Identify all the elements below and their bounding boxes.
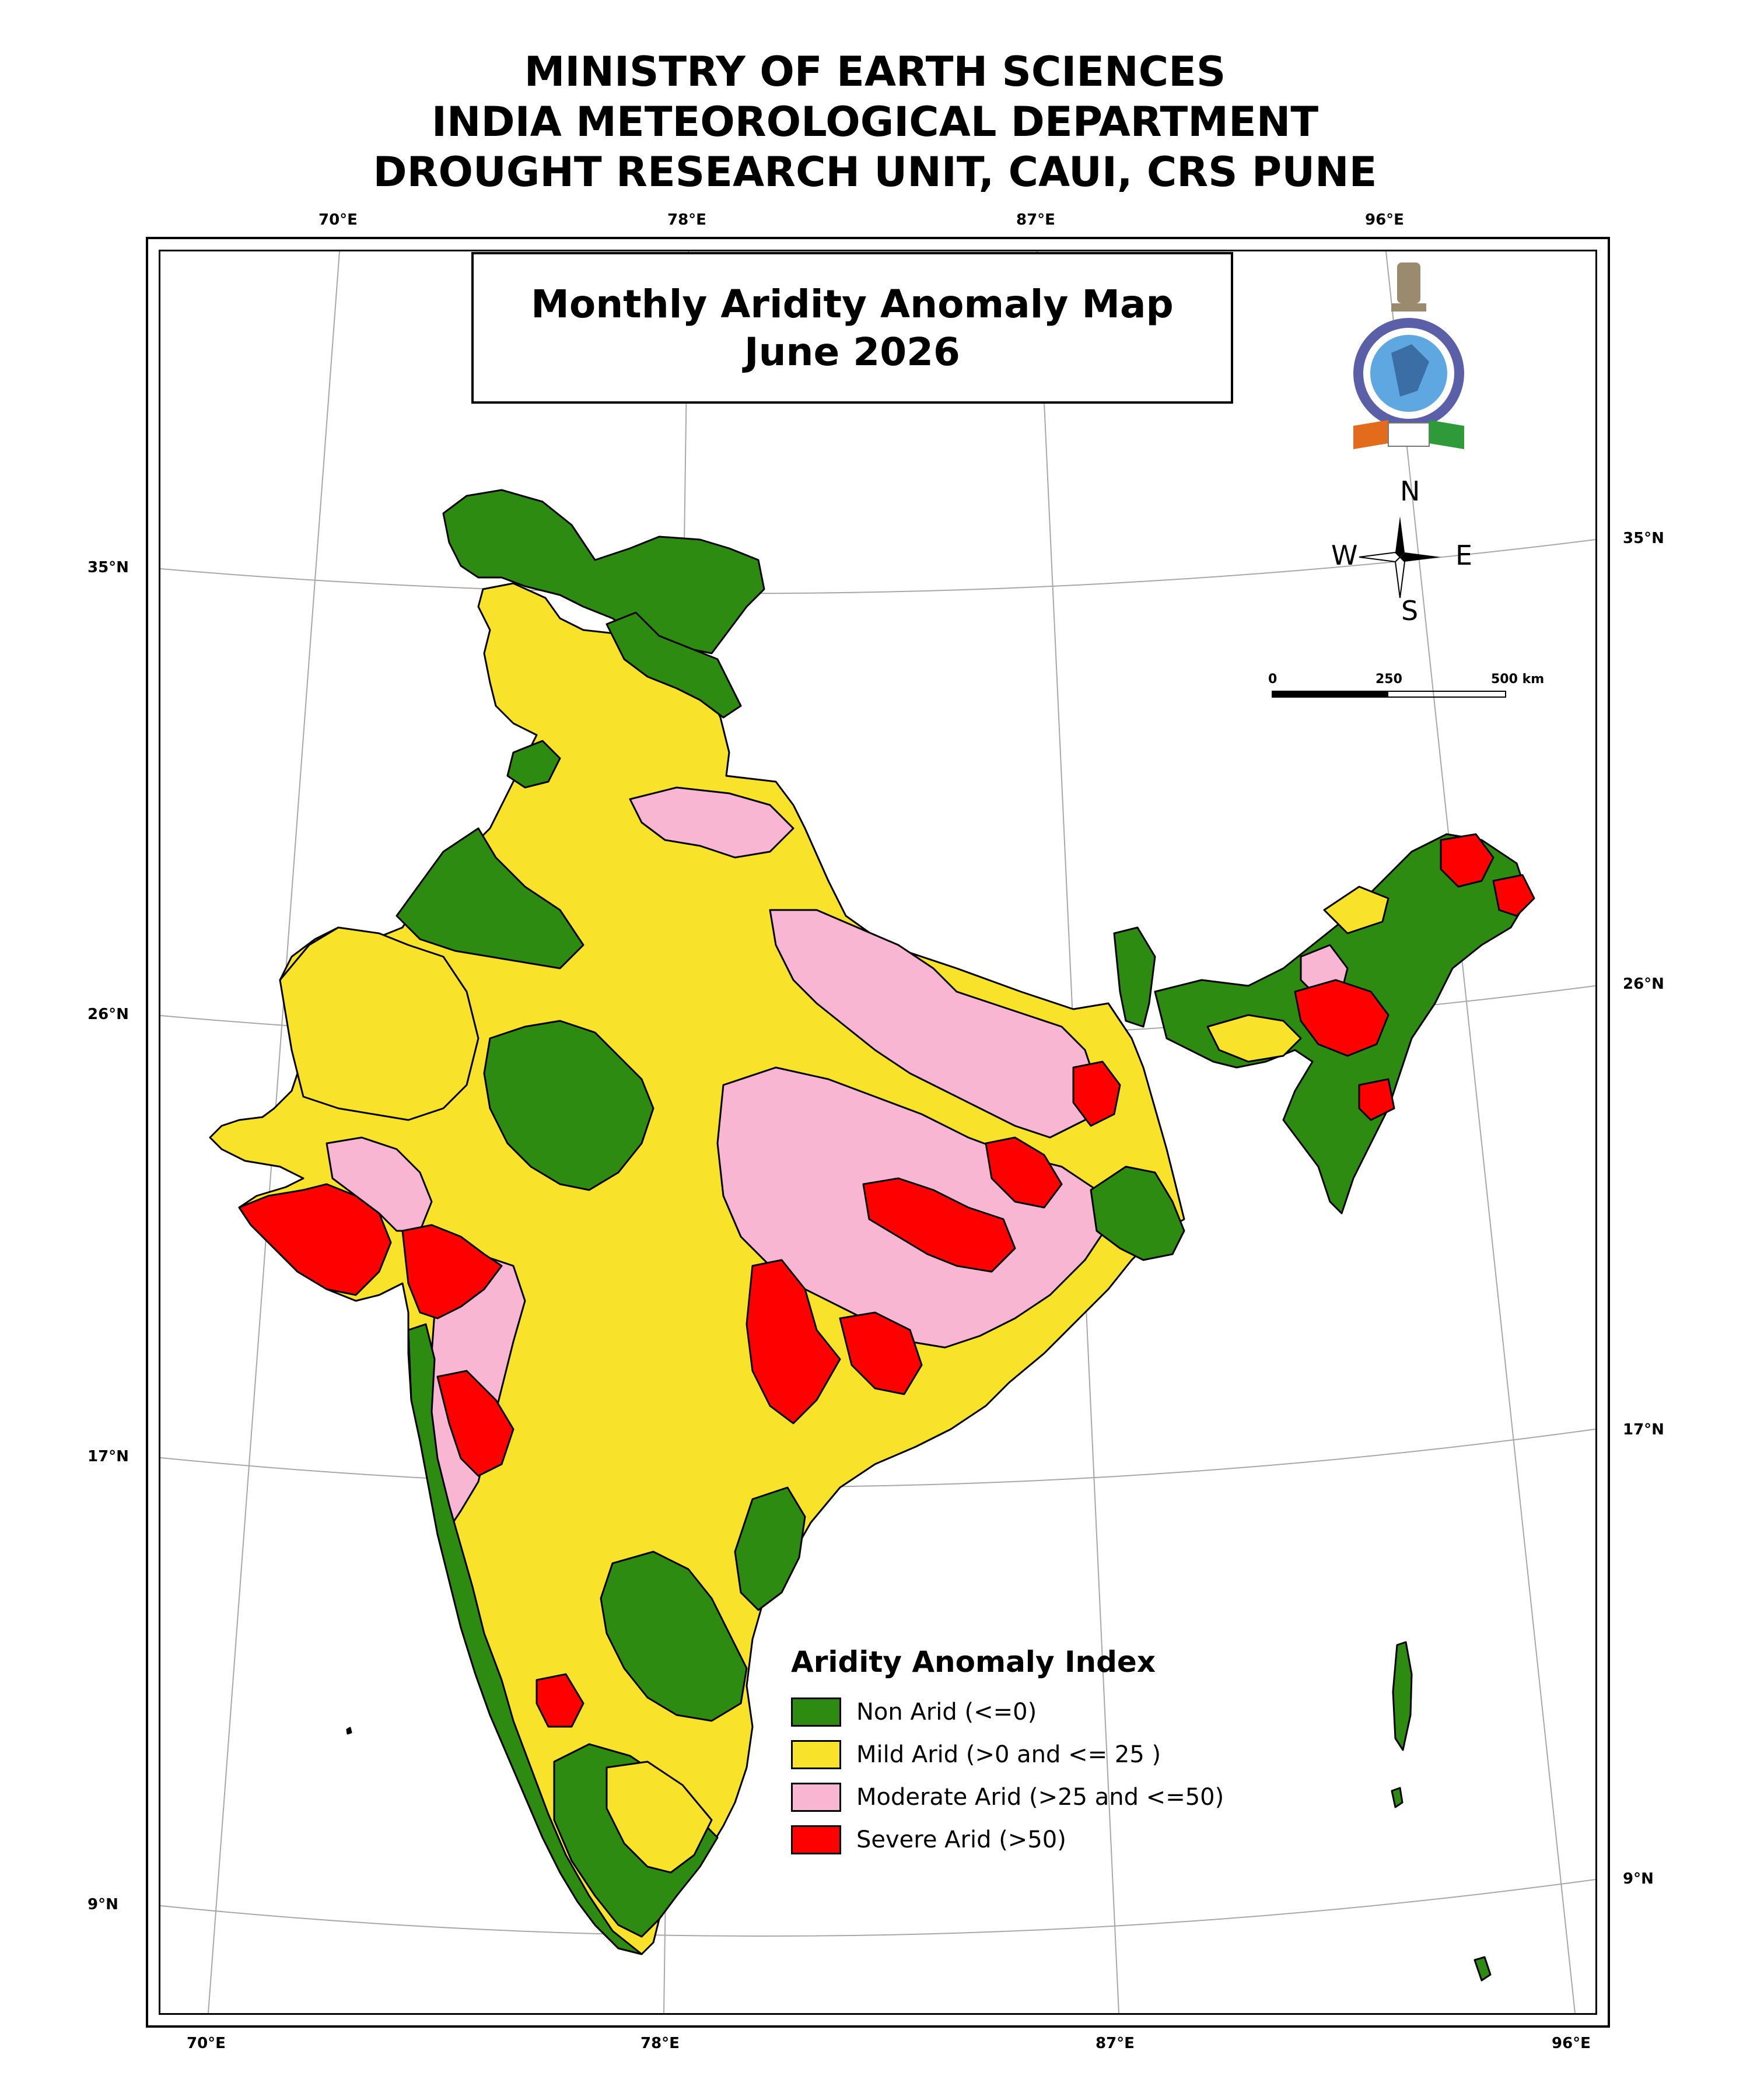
region-rajasthan-west [279, 926, 480, 1121]
region-punjab-green [506, 740, 561, 789]
scale-bar [1272, 691, 1506, 698]
region-gujarat-severe [238, 1183, 392, 1296]
legend-item-moderate-arid: Moderate Arid (>25 and <=50) [791, 1783, 1269, 1813]
region-ne-severe-1 [1294, 979, 1390, 1057]
bottom-lon-label-70: 70°E [187, 2035, 226, 2052]
legend-label-mild-arid: Mild Arid (>0 and <= 25 ) [856, 1741, 1161, 1768]
compass-west: W [1331, 540, 1358, 571]
north-arrow-icon [1359, 516, 1441, 598]
legend-swatch-moderate-arid [791, 1783, 841, 1812]
bottom-lon-label-78: 78°E [640, 2035, 680, 2052]
imd-logo-icon [1353, 318, 1464, 429]
region-bihar-severe [1072, 1060, 1121, 1127]
map-frame-outer [146, 237, 1610, 2028]
region-central-green [483, 1020, 654, 1191]
map-period: June 2026 [744, 330, 960, 374]
legend-item-non-arid: Non Arid (<=0) [791, 1698, 1269, 1728]
region-arunachal-yellow [1323, 886, 1390, 935]
compass-north: N [1400, 475, 1420, 507]
scale-bar-black-segment [1273, 692, 1388, 696]
region-ladakh [606, 611, 742, 719]
right-lat-label-17: 17°N [1623, 1421, 1664, 1438]
compass-south: S [1401, 595, 1419, 626]
region-upper-ganga-pink [629, 786, 794, 859]
right-lat-label-26: 26°N [1623, 975, 1664, 993]
legend-title: Aridity Anomaly Index [791, 1645, 1156, 1679]
legend-item-mild-arid: Mild Arid (>0 and <= 25 ) [791, 1740, 1269, 1770]
right-lat-label-9: 9°N [1623, 1870, 1654, 1888]
region-bengal-green [1090, 1166, 1185, 1261]
region-ne-severe-4 [1358, 1078, 1395, 1121]
compass-east: E [1455, 540, 1473, 571]
legend-label-severe-arid: Severe Arid (>50) [856, 1826, 1066, 1853]
region-telangana-severe [746, 1259, 841, 1424]
legend-item-severe-arid: Severe Arid (>50) [791, 1825, 1269, 1856]
region-pune-severe [436, 1370, 514, 1477]
region-west-coast-green [407, 1323, 643, 1955]
right-lat-label-35: 35°N [1623, 530, 1664, 547]
region-kashmir [442, 489, 765, 654]
region-andaman-1 [1392, 1641, 1413, 1751]
region-rajasthan-north-green [396, 827, 584, 970]
parallel-9 [160, 1879, 1595, 1937]
scale-label-500: 500 km [1491, 672, 1545, 687]
region-sikkim-green [1113, 926, 1156, 1028]
parallel-35 [160, 539, 1595, 594]
map-frame-inner [159, 250, 1597, 2015]
left-lat-label-9: 9°N [88, 1896, 118, 1913]
legend-label-non-arid: Non Arid (<=0) [856, 1699, 1037, 1726]
region-karnataka-green [600, 1550, 748, 1722]
legend-swatch-non-arid [791, 1698, 841, 1727]
region-east-ap-severe [839, 1311, 923, 1395]
region-konkan-severe [401, 1224, 503, 1320]
region-jharkhand-severe [985, 1136, 1063, 1209]
bottom-lon-label-87: 87°E [1096, 2035, 1135, 2052]
parallel-17 [160, 1429, 1595, 1488]
left-lat-label-26: 26°N [88, 1006, 129, 1023]
region-nicobar [1474, 1956, 1492, 1982]
region-karnataka-severe [536, 1673, 584, 1728]
imd-emblem [1353, 262, 1464, 449]
left-lat-label-35: 35°N [88, 559, 129, 576]
left-lat-label-17: 17°N [88, 1448, 129, 1465]
header: MINISTRY OF EARTH SCIENCES INDIA METEORO… [0, 47, 1750, 197]
region-chhattisgarh-severe [862, 1177, 1016, 1273]
region-ne-severe-2 [1440, 833, 1494, 888]
header-line-imd: INDIA METEOROLOGICAL DEPARTMENT [431, 98, 1319, 146]
top-lon-label-70: 70°E [318, 211, 358, 229]
region-lakshadweep [346, 1727, 352, 1735]
region-east-up-pink [769, 909, 1098, 1139]
scale-label-250: 250 [1376, 672, 1402, 687]
region-ne-severe-3 [1492, 874, 1535, 917]
map-title: Monthly Aridity Anomaly Map [531, 282, 1174, 327]
scale-label-0: 0 [1268, 672, 1278, 687]
region-andaman-2 [1391, 1787, 1404, 1808]
region-andhra-green [734, 1486, 806, 1611]
legend-swatch-severe-arid [791, 1825, 841, 1854]
top-lon-label-87: 87°E [1016, 211, 1055, 229]
legend-swatch-mild-arid [791, 1740, 841, 1769]
top-lon-label-78: 78°E [667, 211, 706, 229]
map-title-box: Monthly Aridity Anomaly Map June 2026 [471, 252, 1233, 404]
top-lon-label-96: 96°E [1365, 211, 1404, 229]
legend-label-moderate-arid: Moderate Arid (>25 and <=50) [856, 1784, 1224, 1811]
header-line-ministry: MINISTRY OF EARTH SCIENCES [524, 48, 1226, 96]
bottom-lon-label-96: 96°E [1552, 2035, 1591, 2052]
region-assam-yellow [1206, 1014, 1302, 1063]
legend: Aridity Anomaly Index Non Arid (<=0) Mil… [791, 1645, 1269, 1855]
aridity-regions [209, 489, 1535, 1982]
region-tn-yellow [606, 1760, 713, 1874]
state-emblem-icon [1391, 262, 1426, 312]
header-line-unit: DROUGHT RESEARCH UNIT, CAUI, CRS PUNE [373, 148, 1377, 196]
ribbon-icon [1353, 420, 1464, 449]
